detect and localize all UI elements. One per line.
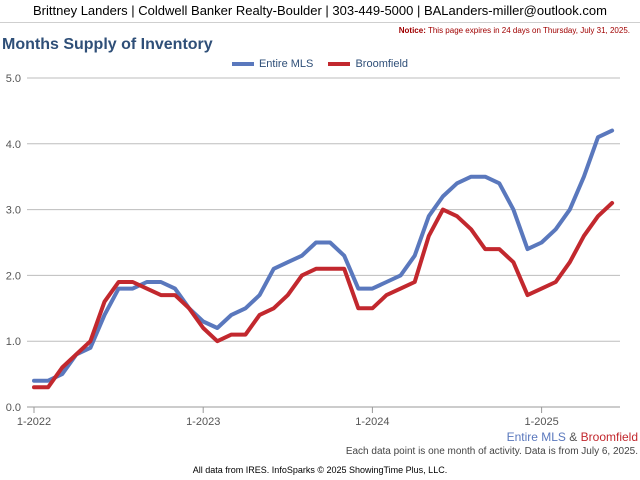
data-note: Each data point is one month of activity… [345, 446, 638, 457]
source-label-entire-mls: Entire MLS [506, 430, 566, 444]
chart-title: Months Supply of Inventory [2, 36, 213, 53]
credit-footer: All data from IRES. InfoSparks © 2025 Sh… [192, 465, 448, 475]
source-legend-text: Entire MLS & Broomfield [507, 430, 638, 444]
x-tick-label: 1-2025 [524, 416, 558, 428]
source-label-amp: & [569, 430, 578, 444]
contact-header: Brittney Landers | Coldwell Banker Realt… [0, 0, 640, 23]
expiry-notice: Notice: This page expires in 24 days on … [399, 26, 630, 35]
series-line-entire-mls [32, 128, 615, 383]
legend-item-entire-mls: Entire MLS [231, 58, 314, 70]
legend-label-entire-mls: Entire MLS [258, 58, 314, 70]
x-tick-label: 1-2024 [355, 416, 389, 428]
notice-label: Notice: [398, 26, 426, 35]
chart-legend: Entire MLS Broomfield [0, 58, 640, 70]
x-tick-label: 1-2023 [186, 416, 220, 428]
contact-text: Brittney Landers | Coldwell Banker Realt… [33, 3, 607, 18]
legend-label-broomfield: Broomfield [355, 58, 409, 70]
y-tick-label: 2.0 [6, 270, 21, 282]
y-tick-label: 4.0 [6, 139, 21, 151]
notice-text: This page expires in 24 days on Thursday… [427, 26, 630, 35]
legend-swatch-broomfield [328, 62, 351, 67]
source-label-broomfield: Broomfield [580, 430, 638, 444]
legend-swatch-entire-mls [231, 62, 254, 67]
series-line-broomfield [32, 201, 615, 390]
y-tick-label: 3.0 [6, 205, 21, 217]
x-tick-label: 1-2022 [17, 416, 51, 428]
y-tick-label: 0.0 [6, 402, 21, 414]
y-tick-label: 1.0 [6, 336, 21, 348]
y-tick-label: 5.0 [6, 73, 21, 85]
legend-item-broomfield: Broomfield [328, 58, 408, 70]
